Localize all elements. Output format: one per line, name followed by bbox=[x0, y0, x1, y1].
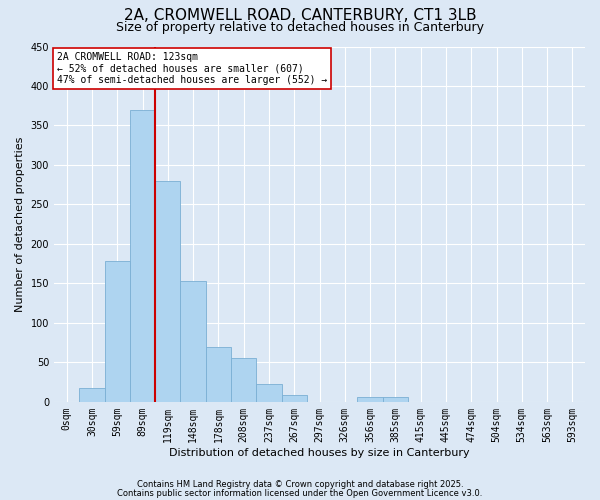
Bar bbox=[130, 110, 155, 402]
Bar bbox=[383, 397, 408, 402]
Text: 2A CROMWELL ROAD: 123sqm
← 52% of detached houses are smaller (607)
47% of semi-: 2A CROMWELL ROAD: 123sqm ← 52% of detach… bbox=[56, 52, 327, 85]
X-axis label: Distribution of detached houses by size in Canterbury: Distribution of detached houses by size … bbox=[169, 448, 470, 458]
Bar bbox=[155, 180, 181, 402]
Text: 2A, CROMWELL ROAD, CANTERBURY, CT1 3LB: 2A, CROMWELL ROAD, CANTERBURY, CT1 3LB bbox=[124, 8, 476, 22]
Bar bbox=[79, 388, 104, 402]
Text: Contains public sector information licensed under the Open Government Licence v3: Contains public sector information licen… bbox=[118, 489, 482, 498]
Bar bbox=[256, 384, 281, 402]
Text: Size of property relative to detached houses in Canterbury: Size of property relative to detached ho… bbox=[116, 21, 484, 34]
Y-axis label: Number of detached properties: Number of detached properties bbox=[15, 136, 25, 312]
Bar bbox=[104, 262, 130, 402]
Bar bbox=[181, 281, 206, 402]
Bar bbox=[231, 358, 256, 402]
Text: Contains HM Land Registry data © Crown copyright and database right 2025.: Contains HM Land Registry data © Crown c… bbox=[137, 480, 463, 489]
Bar bbox=[358, 397, 383, 402]
Bar bbox=[281, 394, 307, 402]
Bar bbox=[206, 346, 231, 402]
